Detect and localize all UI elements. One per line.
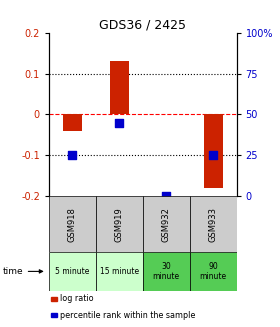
Bar bbox=[49, 196, 96, 252]
Bar bbox=[51, 314, 57, 318]
Point bbox=[70, 153, 75, 158]
Bar bbox=[190, 196, 237, 252]
Text: log ratio: log ratio bbox=[60, 294, 94, 303]
Text: 90
minute: 90 minute bbox=[200, 262, 227, 281]
Text: GSM919: GSM919 bbox=[115, 207, 124, 242]
Bar bbox=[51, 297, 57, 301]
Point bbox=[164, 194, 169, 199]
Text: GSM918: GSM918 bbox=[68, 207, 77, 242]
Bar bbox=[143, 196, 190, 252]
Bar bbox=[96, 196, 143, 252]
Bar bbox=[63, 114, 82, 131]
Bar bbox=[49, 252, 96, 291]
Bar bbox=[190, 252, 237, 291]
Text: percentile rank within the sample: percentile rank within the sample bbox=[60, 311, 195, 320]
Text: GSM933: GSM933 bbox=[209, 207, 218, 242]
Text: time: time bbox=[3, 267, 23, 276]
Point bbox=[211, 153, 215, 158]
Bar bbox=[96, 252, 143, 291]
Title: GDS36 / 2425: GDS36 / 2425 bbox=[99, 19, 186, 31]
Text: 30
minute: 30 minute bbox=[153, 262, 180, 281]
Text: 15 minute: 15 minute bbox=[100, 267, 139, 276]
Bar bbox=[143, 252, 190, 291]
Bar bbox=[110, 61, 129, 114]
Text: 5 minute: 5 minute bbox=[55, 267, 90, 276]
Point bbox=[117, 120, 122, 125]
Bar bbox=[204, 114, 223, 188]
Text: GSM932: GSM932 bbox=[162, 207, 171, 242]
